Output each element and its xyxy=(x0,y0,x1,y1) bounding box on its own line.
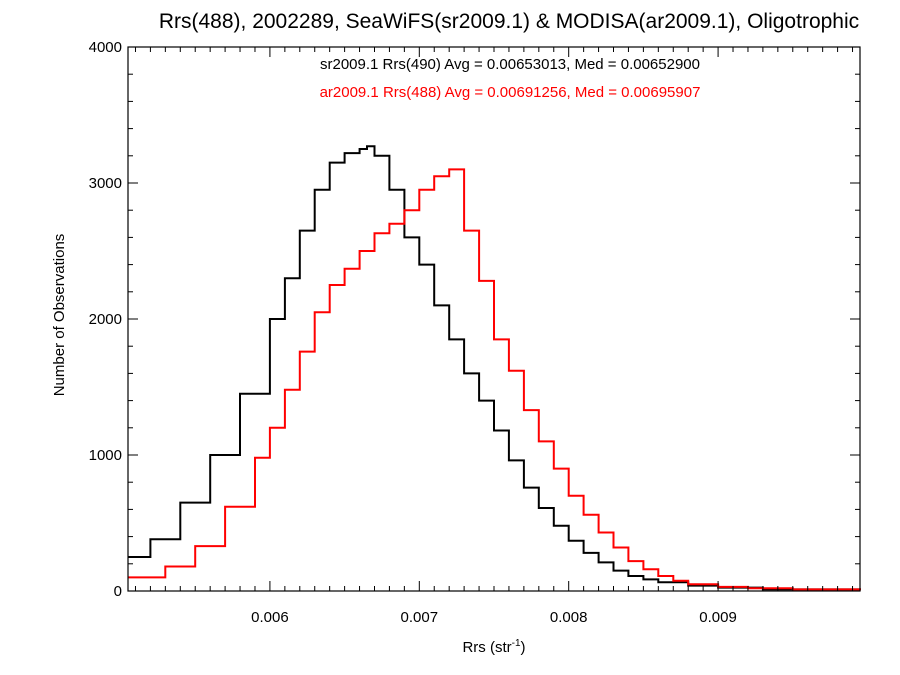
series-line-0 xyxy=(128,145,861,591)
x-axis-label-suffix: ) xyxy=(521,639,526,656)
y-axis: 0 1000 2000 3000 4000 xyxy=(89,39,860,600)
y-tick-label: 0 xyxy=(114,583,122,600)
series-line-1 xyxy=(128,168,861,591)
x-tick-label: 0.006 xyxy=(251,609,289,626)
y-axis-label: Number of Observations xyxy=(51,234,68,397)
y-tick-label: 1000 xyxy=(89,447,122,464)
x-axis: 0.006 0.007 0.008 0.009 xyxy=(134,47,854,626)
x-axis-label-superscript: -1 xyxy=(512,638,521,649)
x-axis-label: Rrs (str-1) xyxy=(462,638,525,656)
x-tick-label: 0.007 xyxy=(401,609,439,626)
x-tick-label: 0.009 xyxy=(699,609,737,626)
y-tick-label: 4000 xyxy=(89,39,122,56)
x-tick-label: 0.008 xyxy=(550,609,588,626)
legend-entry-sr2009: sr2009.1 Rrs(490) Avg = 0.00653013, Med … xyxy=(320,56,700,73)
y-tick-label: 3000 xyxy=(89,175,122,192)
chart-title: Rrs(488), 2002289, SeaWiFS(sr2009.1) & M… xyxy=(159,10,859,33)
y-tick-label: 2000 xyxy=(89,311,122,328)
legend-entry-ar2009: ar2009.1 Rrs(488) Avg = 0.00691256, Med … xyxy=(320,84,701,101)
series-layer xyxy=(128,145,861,591)
x-axis-label-text: Rrs (str xyxy=(462,639,511,656)
